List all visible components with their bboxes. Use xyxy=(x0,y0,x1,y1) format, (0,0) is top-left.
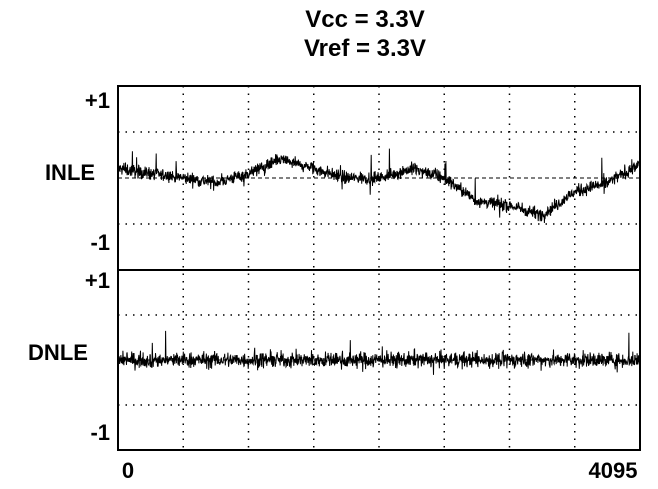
inle-label: INLE xyxy=(45,160,95,185)
dnle-ytick-top: +1 xyxy=(85,268,110,293)
chart-title-line-2: Vref = 3.3V xyxy=(303,35,427,62)
traces xyxy=(117,148,641,375)
inle-ytick-top: +1 xyxy=(85,88,110,113)
grid xyxy=(118,86,640,450)
xtick-0: 0 xyxy=(122,458,134,483)
dnle-label: DNLE xyxy=(28,340,88,365)
dnle-ytick-bottom: -1 xyxy=(90,420,110,445)
inle-ytick-bottom: -1 xyxy=(90,230,110,255)
plot-frame xyxy=(117,85,641,451)
inle-trace xyxy=(117,148,641,224)
chart-title-line-1: Vcc = 3.3V xyxy=(305,6,425,33)
dnle-trace xyxy=(117,330,641,375)
xtick-4095: 4095 xyxy=(589,458,638,483)
